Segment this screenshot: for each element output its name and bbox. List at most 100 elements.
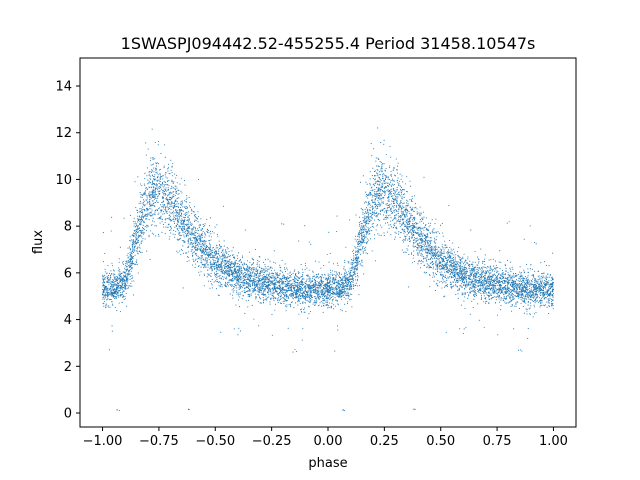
data-point — [315, 302, 318, 304]
data-point — [129, 248, 131, 250]
data-point — [176, 190, 178, 193]
data-point — [495, 292, 497, 295]
data-point — [362, 175, 364, 177]
data-point — [103, 294, 105, 296]
data-point — [377, 193, 379, 195]
data-point — [117, 285, 120, 288]
data-point — [210, 283, 213, 285]
data-point — [529, 313, 531, 315]
data-point — [379, 205, 381, 207]
data-point — [118, 278, 120, 280]
data-point — [422, 217, 424, 219]
data-point — [270, 270, 273, 272]
data-point — [507, 295, 509, 297]
data-point — [183, 241, 185, 244]
data-point — [123, 290, 125, 292]
data-point — [197, 258, 199, 260]
data-point — [377, 201, 380, 203]
data-point — [227, 256, 229, 258]
data-point — [191, 223, 193, 225]
data-point — [488, 284, 491, 286]
data-point — [540, 284, 542, 286]
data-point — [507, 280, 510, 282]
data-point — [315, 274, 317, 276]
data-point — [257, 259, 259, 262]
data-point — [371, 205, 373, 207]
data-point — [294, 296, 296, 299]
data-point — [488, 266, 490, 268]
data-point — [523, 281, 525, 283]
data-point — [135, 206, 137, 209]
data-point — [510, 305, 512, 308]
data-point — [167, 207, 169, 209]
data-point — [112, 288, 114, 290]
data-point — [492, 258, 495, 260]
data-point — [281, 259, 283, 261]
data-point — [335, 299, 337, 301]
data-point — [125, 305, 127, 307]
data-point — [359, 232, 361, 234]
data-point — [425, 249, 427, 251]
data-point — [428, 242, 430, 244]
data-point — [176, 205, 178, 207]
data-point — [472, 264, 474, 266]
data-point — [363, 234, 365, 236]
data-point — [289, 271, 291, 273]
data-point — [243, 289, 245, 291]
data-point — [330, 296, 332, 298]
data-point — [140, 235, 142, 237]
data-point — [308, 306, 310, 308]
data-point — [452, 259, 454, 261]
data-point — [358, 243, 360, 245]
data-point — [354, 251, 357, 253]
data-point — [415, 241, 417, 243]
data-point — [153, 192, 155, 194]
data-point — [139, 208, 141, 210]
data-point — [227, 248, 229, 250]
data-point — [394, 208, 396, 210]
data-point — [214, 248, 216, 250]
data-point — [227, 254, 229, 256]
data-point — [373, 238, 376, 240]
data-point — [275, 279, 278, 281]
data-point — [435, 239, 437, 241]
data-point — [200, 237, 202, 239]
data-point — [363, 273, 365, 275]
data-point — [239, 279, 241, 281]
data-point — [229, 293, 231, 295]
data-point — [513, 274, 515, 276]
data-point — [458, 276, 460, 278]
data-point — [478, 261, 480, 263]
data-point — [393, 202, 396, 204]
data-point — [464, 275, 466, 277]
data-point — [305, 293, 307, 295]
data-point — [550, 280, 552, 282]
data-point — [303, 282, 305, 284]
data-point — [370, 226, 372, 228]
data-point — [396, 169, 398, 171]
data-point — [539, 306, 541, 308]
data-point — [210, 239, 212, 241]
data-point — [285, 286, 287, 288]
data-point — [269, 287, 271, 289]
data-point — [345, 287, 347, 289]
data-point — [532, 316, 534, 318]
data-point — [238, 265, 240, 267]
data-point — [237, 284, 239, 286]
data-point — [146, 210, 148, 212]
data-point — [535, 243, 537, 245]
data-point — [150, 164, 152, 166]
data-point — [377, 233, 379, 235]
data-point — [434, 268, 436, 270]
data-point — [537, 296, 539, 298]
data-point — [521, 350, 523, 352]
data-point — [154, 202, 157, 204]
data-point — [413, 223, 415, 225]
data-point — [237, 277, 239, 279]
data-point — [425, 252, 427, 254]
data-point — [198, 242, 200, 244]
data-point — [350, 287, 352, 289]
data-point — [321, 285, 323, 287]
data-point — [392, 197, 394, 199]
data-point — [380, 234, 382, 237]
